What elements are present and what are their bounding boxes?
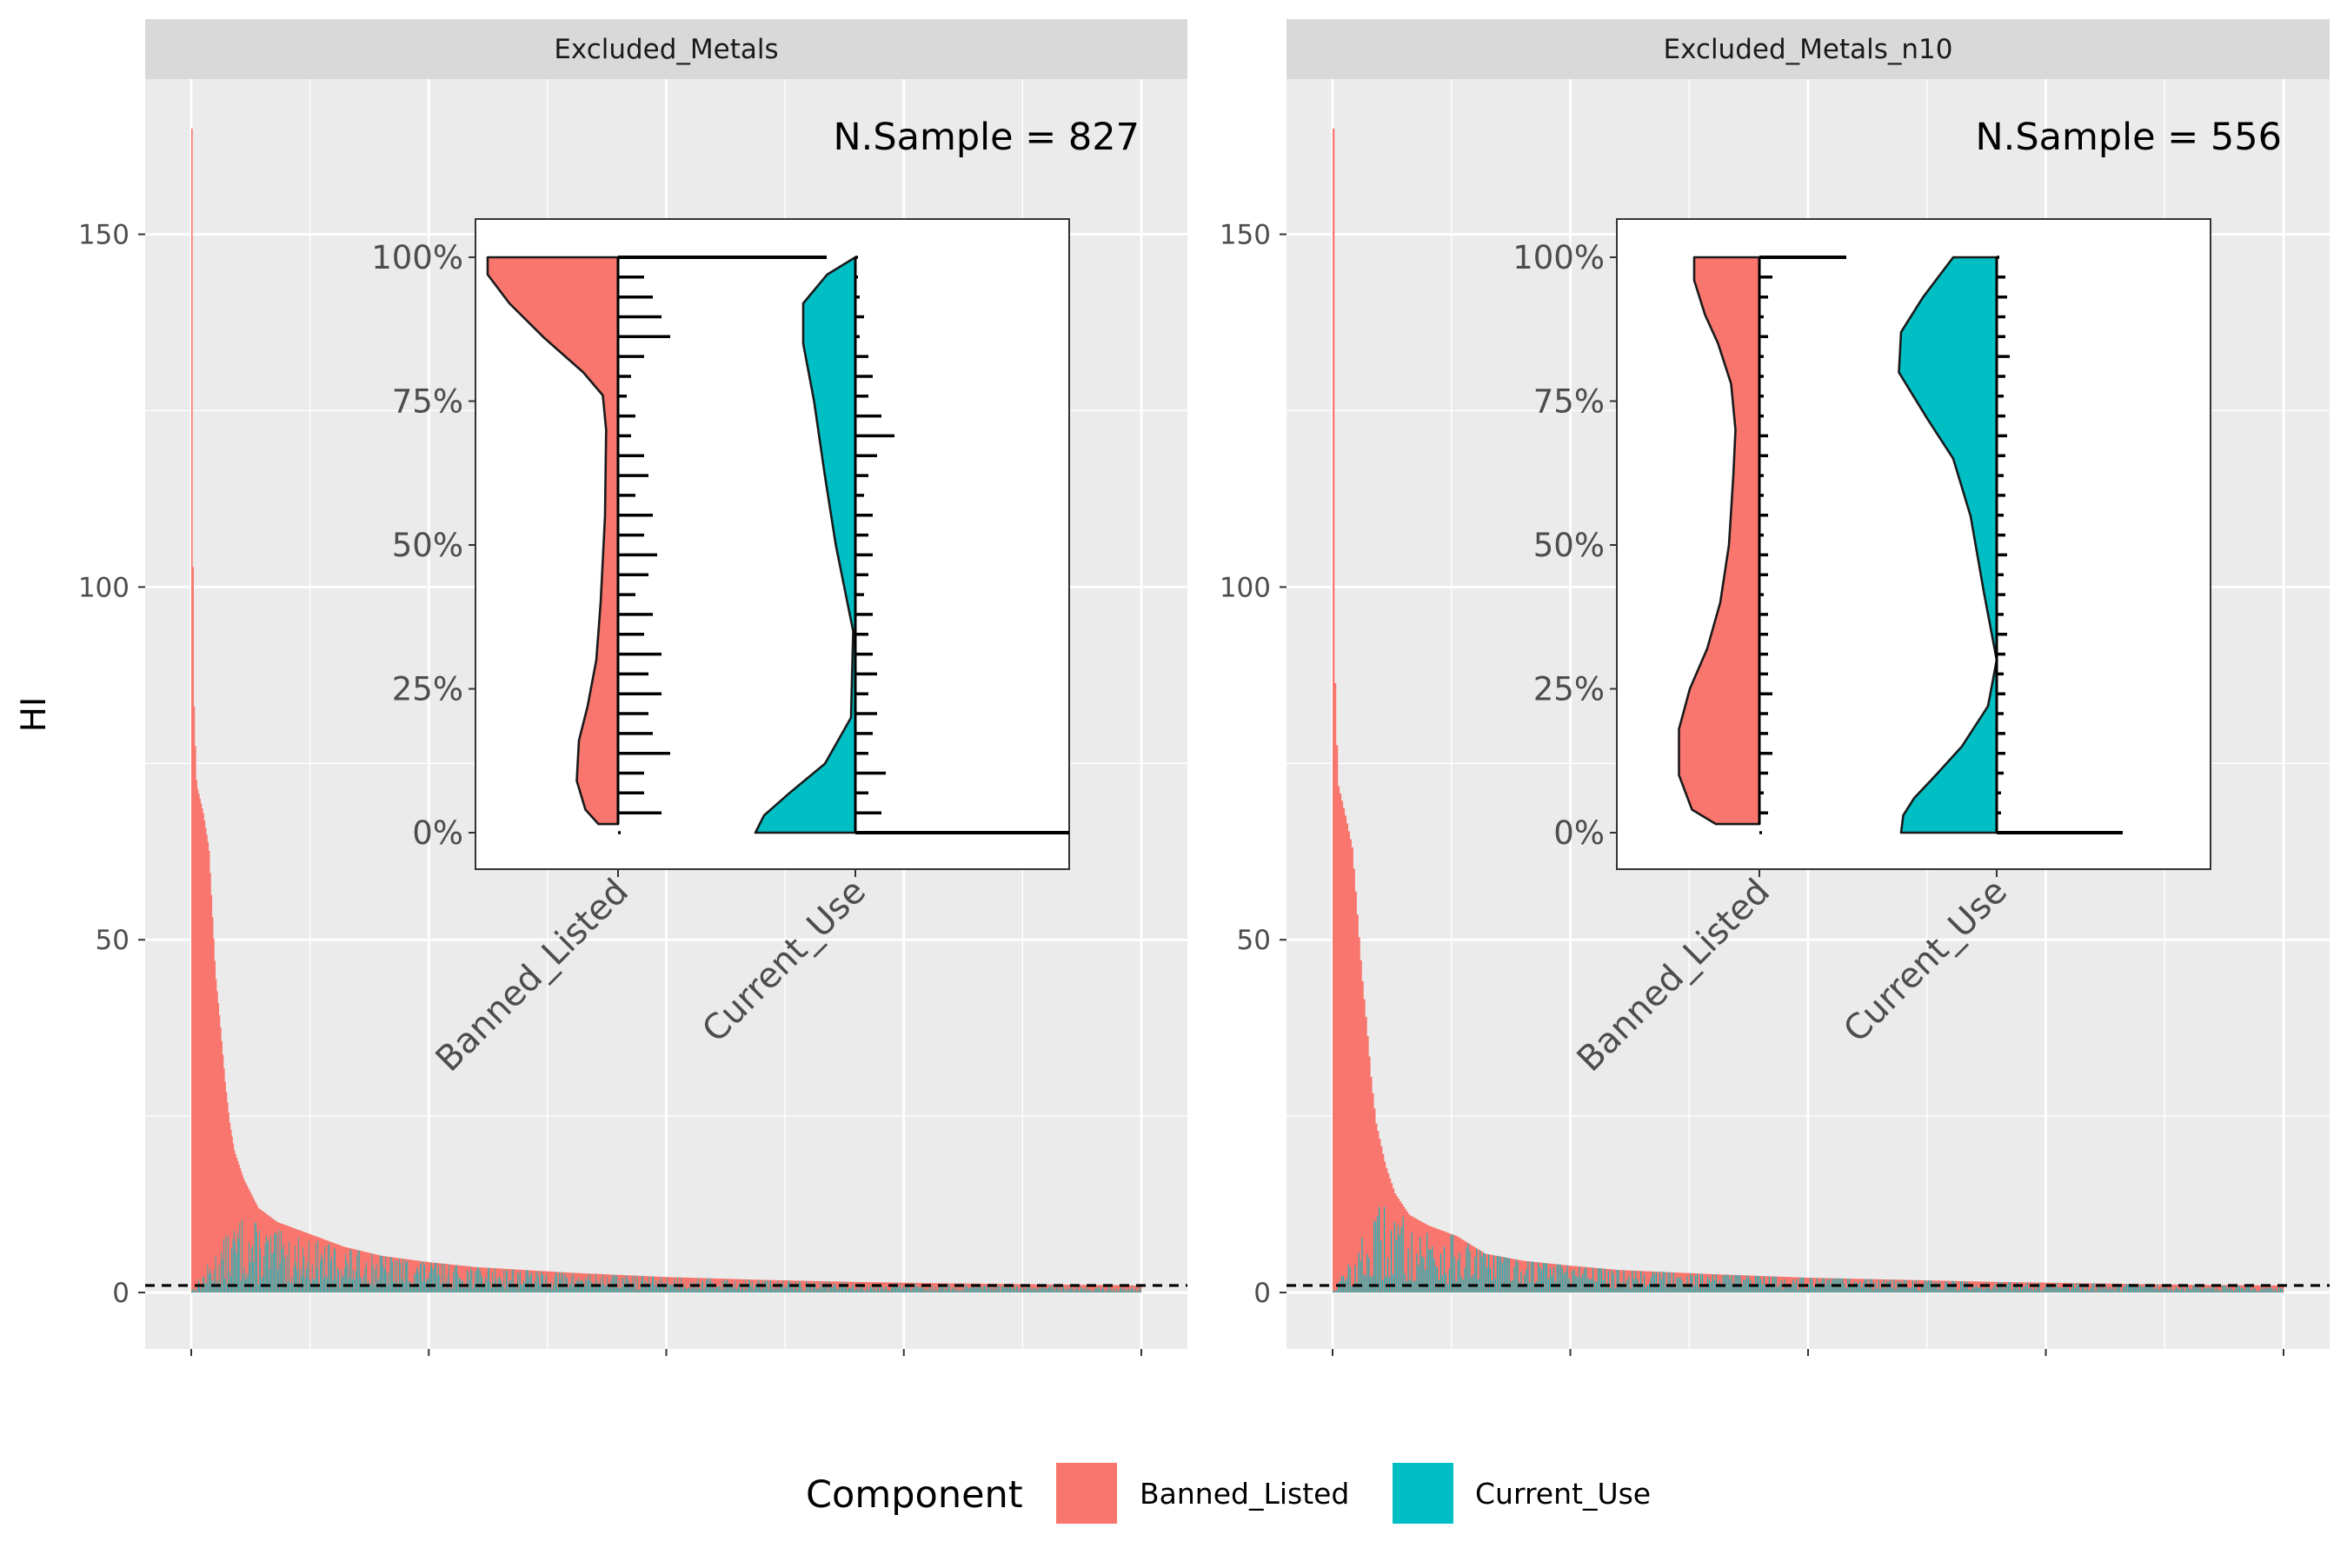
y-tick-label: 0 — [1253, 1278, 1271, 1309]
facet-strip — [1287, 19, 2330, 79]
violin-banned-listed — [1678, 256, 1761, 826]
legend-label: Banned_Listed — [1140, 1477, 1349, 1511]
violin-current-use — [754, 256, 857, 834]
bars-current-use — [191, 1219, 1141, 1293]
inset-y-tick-label: 25% — [1533, 671, 1605, 708]
quantile-ticks-banned-listed — [618, 256, 670, 834]
legend-key-banned-listed — [1056, 1463, 1117, 1524]
inset-y-tick-label: 0% — [1553, 814, 1605, 852]
sample-size-annotation: N.Sample = 556 — [1975, 116, 2282, 159]
legend-key-current-use — [1393, 1463, 1453, 1524]
facet-panel-2: Excluded_Metals_n10 0 50 100 150 N.Sample = 5… — [1220, 19, 2330, 1356]
y-tick-label: 50 — [1237, 925, 1271, 956]
legend-label: Current_Use — [1475, 1477, 1651, 1511]
y-tick-label: 150 — [78, 220, 130, 251]
facet-strip — [145, 19, 1187, 79]
y-tick-label: 100 — [78, 572, 130, 603]
violin-current-use — [1898, 256, 1998, 834]
y-tick-label: 50 — [96, 925, 130, 956]
sample-size-annotation: N.Sample = 827 — [833, 116, 1140, 159]
inset-y-tick-label: 25% — [392, 671, 463, 708]
inset-y-tick-label: 50% — [1533, 527, 1605, 564]
inset-y-tick-label: 75% — [392, 383, 463, 421]
facet-strip-label: Excluded_Metals — [554, 34, 778, 65]
y-tick-label: 150 — [1220, 220, 1271, 251]
y-tick-label: 0 — [112, 1278, 130, 1309]
legend-title: Component — [806, 1473, 1023, 1517]
facet-panel-1: Excluded_Metals 0 50 100 150 N.Sample = 827 0%… — [78, 19, 1187, 1356]
quantile-ticks-banned-listed — [1759, 256, 1803, 834]
y-axis-title: HI — [15, 697, 54, 733]
violin-banned-listed — [486, 256, 620, 826]
inset-y-tick-label: 50% — [392, 527, 463, 564]
legend: Component Banned_Listed Current_Use — [806, 1463, 1651, 1524]
inset-y-tick-label: 100% — [1513, 239, 1605, 276]
inset-y-tick-label: 75% — [1533, 383, 1605, 421]
inset-y-tick-label: 100% — [371, 239, 463, 276]
facet-strip-label: Excluded_Metals_n10 — [1664, 34, 1953, 65]
y-tick-label: 100 — [1220, 572, 1271, 603]
inset-y-tick-label: 0% — [412, 814, 463, 852]
